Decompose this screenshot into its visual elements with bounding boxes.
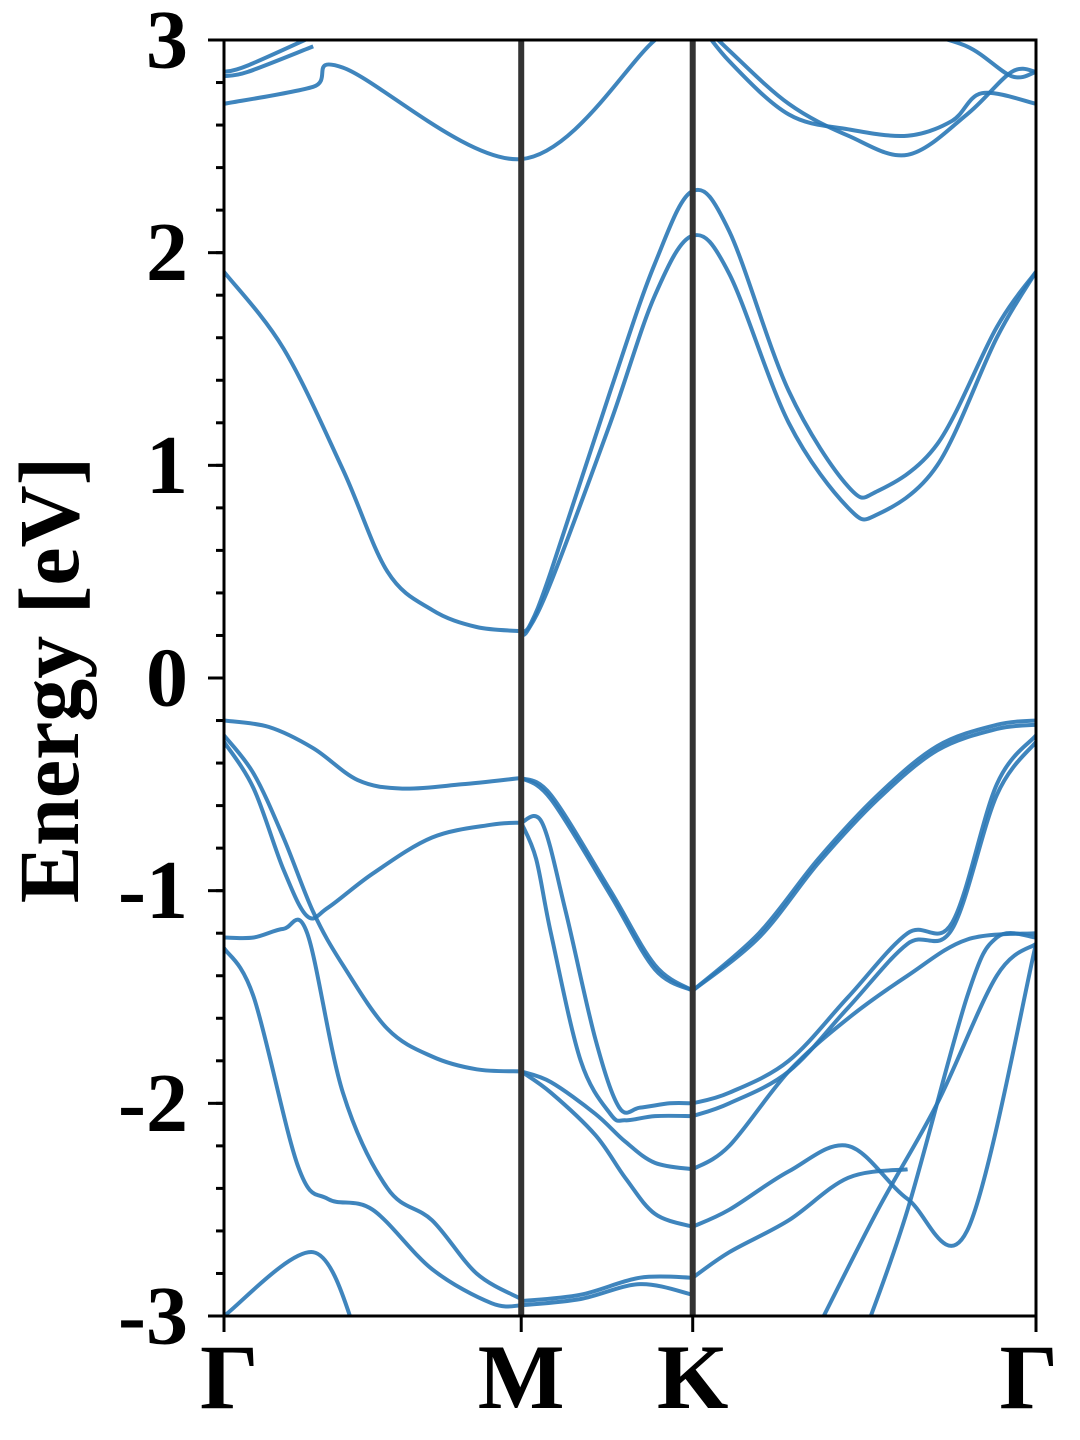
- y-tick-label: 1: [146, 419, 188, 512]
- band-line: [519, 233, 1036, 637]
- x-tick-label-K: K: [657, 1326, 729, 1428]
- band-line: [224, 917, 523, 1301]
- y-tick-label: 2: [146, 206, 188, 299]
- y-tick-label: -3: [118, 1270, 188, 1363]
- band-line: [224, 734, 522, 1074]
- y-axis-title: Energy [eV]: [1, 457, 97, 904]
- y-axis-ticks: -3 -2 -1 0 1 2 3: [118, 0, 224, 1363]
- band-line: [691, 722, 1036, 993]
- band-line: [691, 1167, 908, 1280]
- band-line: [868, 931, 1036, 1316]
- y-tick-label: 0: [146, 632, 188, 725]
- band-line: [224, 44, 314, 79]
- band-line: [519, 821, 693, 1123]
- x-tick-label-M: M: [478, 1326, 565, 1428]
- band-line: [520, 776, 694, 993]
- band-line: [691, 931, 1036, 1172]
- high-symmetry-lines: [518, 40, 696, 1316]
- band-line: [224, 40, 310, 74]
- band-line: [941, 40, 1036, 80]
- band-line: [691, 943, 1036, 1248]
- band-line: [691, 718, 1036, 993]
- band-line: [692, 734, 1036, 1106]
- x-tick-label-Γ: Γ: [999, 1326, 1058, 1428]
- y-tick-label: 3: [146, 0, 188, 87]
- x-tick-label-Γ: Γ: [200, 1326, 259, 1428]
- band-line: [224, 1250, 353, 1316]
- band-line: [520, 187, 1036, 634]
- band-line: [520, 814, 693, 1115]
- band-line: [224, 40, 659, 162]
- band-line: [224, 718, 522, 791]
- band-line: [224, 740, 522, 921]
- y-tick-label: -1: [118, 844, 188, 937]
- band-line: [520, 1069, 694, 1229]
- band-line: [692, 740, 1036, 1119]
- y-tick-label: -2: [118, 1057, 188, 1150]
- band-line: [520, 1069, 694, 1172]
- band-line: [224, 270, 522, 634]
- band-line: [821, 942, 1036, 1316]
- band-line: [520, 1282, 694, 1308]
- band-line: [520, 1274, 693, 1304]
- plot-frame: [222, 38, 1038, 1318]
- band-line: [224, 946, 522, 1309]
- band-line: [520, 776, 694, 993]
- band-line: [715, 40, 1036, 158]
- band-line: [708, 40, 1036, 138]
- band-lines: [224, 40, 1036, 1316]
